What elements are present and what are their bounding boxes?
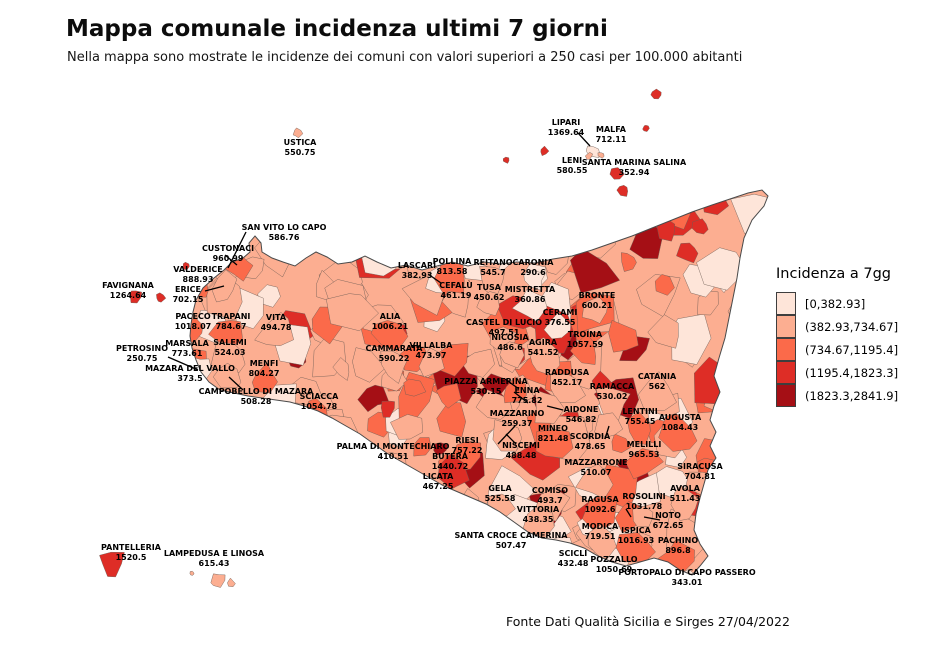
legend-bin-label: (1823.3,2841.9] — [805, 388, 899, 403]
page-subtitle: Nella mappa sono mostrate le incidenze d… — [67, 50, 743, 65]
legend-row: (1195.4,1823.3] — [776, 360, 899, 384]
sicily-outline — [189, 189, 769, 576]
legend-row: (382.93,734.67] — [776, 314, 899, 338]
legend-bin-label: (1195.4,1823.3] — [805, 365, 899, 380]
legend-bin-label: (734.67,1195.4] — [805, 342, 899, 357]
legend-swatch — [776, 383, 796, 407]
page-title: Mappa comunale incidenza ultimi 7 giorni — [66, 16, 608, 42]
legend-swatch — [776, 292, 796, 315]
legend-swatch — [776, 314, 796, 338]
legend-swatch — [776, 337, 796, 361]
leader-lines — [167, 132, 661, 521]
legend-swatch — [776, 360, 796, 384]
legend-row: (1823.3,2841.9] — [776, 383, 899, 407]
legend-row: (734.67,1195.4] — [776, 337, 899, 361]
source-note: Fonte Dati Qualità Sicilia e Sirges 27/0… — [506, 614, 790, 629]
legend-items: [0,382.93] (382.93,734.67] (734.67,1195.4]… — [776, 292, 898, 407]
legend-bin-label: [0,382.93] — [805, 296, 866, 311]
legend-row: [0,382.93] — [776, 292, 898, 315]
legend-title: Incidenza a 7gg — [776, 266, 892, 282]
legend-bin-label: (382.93,734.67] — [805, 319, 899, 334]
island-shapes — [99, 88, 662, 588]
legend: Incidenza a 7gg [0,382.93] (382.93,734.67… — [776, 266, 898, 407]
